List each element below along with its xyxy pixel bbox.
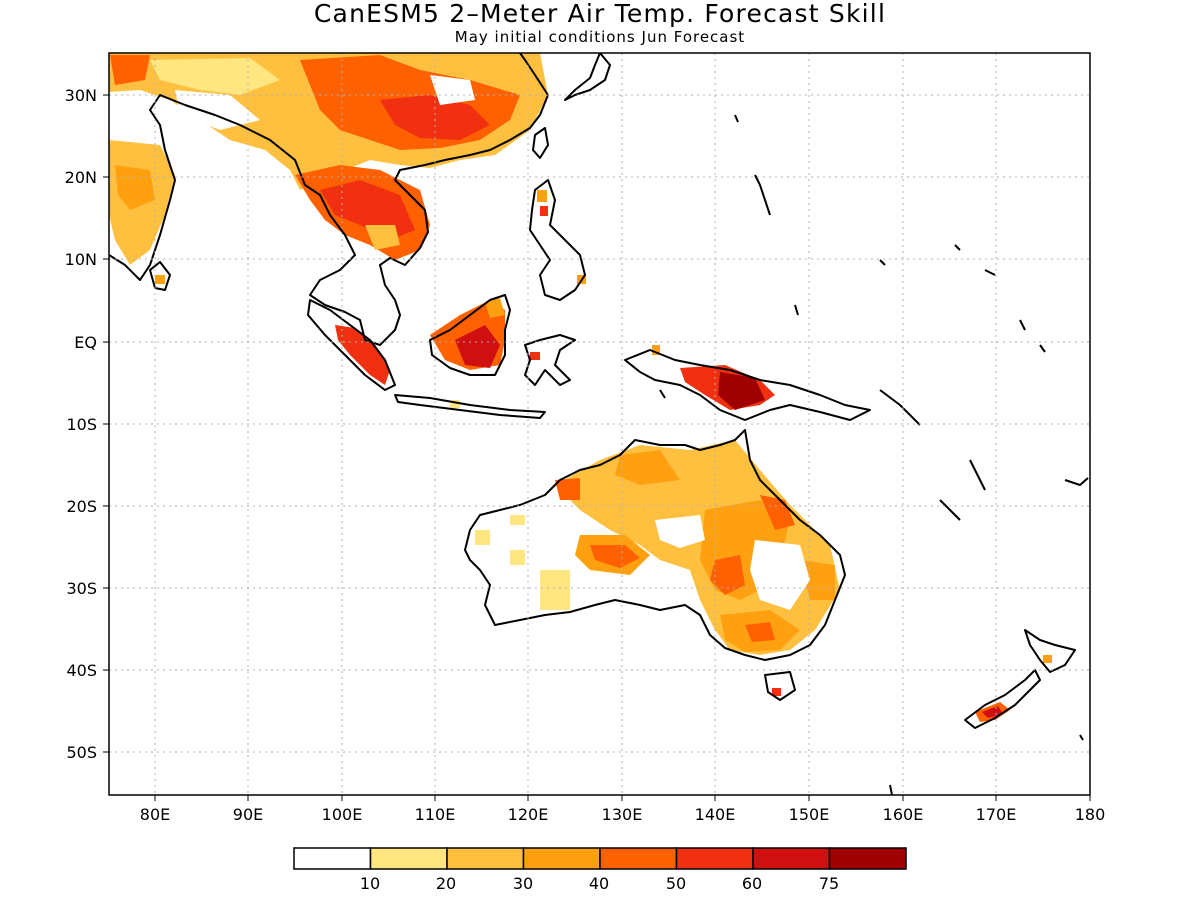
lon-tick-label: 140E [695,805,736,824]
coastlines [109,53,1089,795]
lat-tick-label: 10N [65,250,97,269]
colorbar-box [828,847,907,870]
colorbar-labels: 10 20 30 40 50 60 75 [360,874,839,893]
grid-lines [109,53,1090,795]
colorbar-label: 50 [666,874,686,893]
colorbar-box [599,847,678,870]
skill-region-indochina [295,165,430,260]
colorbar-label: 60 [742,874,762,893]
lat-tick-label: 40S [66,661,97,680]
map-title: CanESM5 2–Meter Air Temp. Forecast Skill [313,0,887,28]
lat-tick-label: 10S [66,415,97,434]
lat-tick-label: 20N [65,168,97,187]
lon-tick-label: 120E [508,805,549,824]
colorbar-box [522,847,601,870]
lon-tick-label: 150E [789,805,830,824]
lat-tick-label: 50S [66,743,97,762]
lon-tick-label: 80E [140,805,170,824]
colorbar-label: 10 [360,874,380,893]
lon-tick-label: 90E [233,805,263,824]
lon-tick-label: 180 [1075,805,1106,824]
skill-shading [109,53,1052,722]
skill-region-new-zealand [975,655,1052,722]
skill-region-sumatra [335,325,390,385]
lon-tick-label: 130E [602,805,643,824]
skill-region-india [109,140,175,284]
colorbar-label: 30 [513,874,533,893]
map-subtitle: May initial conditions Jun Forecast [454,28,746,46]
skill-region-china [109,53,548,190]
lat-tick-label: 30N [65,86,97,105]
colorbar-box [369,847,448,870]
lat-tick-labels: 30N 20N 10N EQ 10S 20S 30S 40S 50S [65,86,97,762]
colorbar-label: 75 [819,874,839,893]
skill-region-new-guinea [680,365,775,410]
colorbar-box [446,847,525,870]
colorbar-box [675,847,754,870]
lon-tick-label: 170E [976,805,1017,824]
colorbar-boxes [293,847,907,870]
lat-tick-label: 30S [66,579,97,598]
lon-tick-labels: 80E 90E 100E 110E 120E 130E 140E 150E 16… [140,805,1106,824]
colorbar-box [293,847,372,870]
lon-tick-label: 160E [883,805,924,824]
lat-tick-label: 20S [66,497,97,516]
skill-region-australia [475,440,840,696]
skill-region-borneo [430,298,505,370]
colorbar-label: 40 [589,874,609,893]
lon-tick-label: 110E [415,805,456,824]
colorbar-box [752,847,831,870]
colorbar-label: 20 [436,874,456,893]
plot-frame [108,52,1091,796]
colorbar: 10 20 30 40 50 60 75 [293,847,907,893]
lon-tick-label: 100E [322,805,363,824]
tick-marks [103,94,1091,801]
lat-tick-label: EQ [74,333,97,352]
